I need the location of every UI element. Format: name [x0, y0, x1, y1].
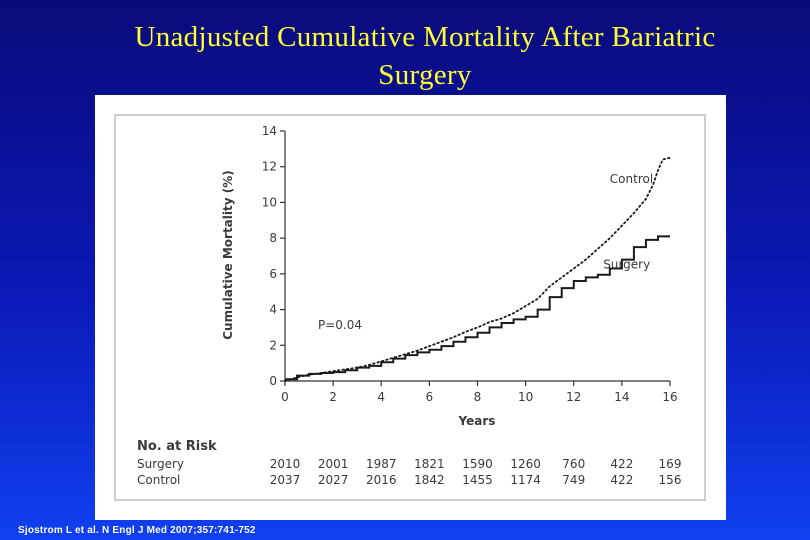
y-tick-label: 4: [269, 303, 277, 317]
slide-title: Unadjusted Cumulative Mortality After Ba…: [40, 18, 810, 94]
y-axis-label: Cumulative Mortality (%): [221, 170, 235, 340]
risk-count: 2037: [270, 473, 301, 487]
risk-count: 2001: [318, 457, 349, 471]
risk-count: 422: [610, 457, 633, 471]
x-tick-label: 6: [426, 390, 434, 404]
risk-count: 2027: [318, 473, 349, 487]
risk-row-label-surgery: Surgery: [137, 457, 184, 471]
x-tick-label: 8: [474, 390, 482, 404]
y-tick-label: 10: [262, 195, 277, 209]
risk-count: 1842: [414, 473, 445, 487]
risk-count: 1590: [462, 457, 493, 471]
y-ticks: 0 2 4 6 8 10 12 14: [262, 124, 285, 388]
risk-count: 169: [659, 457, 682, 471]
risk-count: 749: [562, 473, 585, 487]
risk-count: 2016: [366, 473, 397, 487]
risk-row-label-control: Control: [137, 473, 180, 487]
chart-panel: 0 2 4 6 8 10 12 14 0 2 4 6 8 10 12 14 16 Cumulative Mor…: [95, 95, 726, 520]
series-label-surgery: Surgery: [603, 258, 650, 272]
y-tick-label: 12: [262, 160, 277, 174]
y-tick-label: 8: [269, 231, 277, 245]
x-tick-label: 0: [281, 390, 289, 404]
y-tick-label: 2: [269, 338, 277, 352]
x-tick-label: 2: [329, 390, 337, 404]
slide-title-line-2: Surgery: [378, 59, 472, 91]
risk-count: 1260: [510, 457, 541, 471]
x-tick-label: 12: [566, 390, 581, 404]
risk-table: No. at Risk Surgery 2010 2001 1987 1821 1590 1…: [137, 439, 681, 487]
risk-count: 1455: [462, 473, 493, 487]
series-group: Control Surgery: [284, 156, 671, 382]
series-line-control: [284, 156, 671, 382]
risk-count: 1821: [414, 457, 445, 471]
risk-count: 422: [610, 473, 633, 487]
risk-count: 156: [659, 473, 682, 487]
x-ticks: 0 2 4 6 8 10 12 14 16: [281, 381, 678, 404]
series-label-control: Control: [610, 172, 653, 186]
risk-count: 1987: [366, 457, 397, 471]
risk-count: 760: [562, 457, 585, 471]
p-value-annotation: P=0.04: [318, 318, 362, 332]
x-tick-label: 16: [662, 390, 677, 404]
citation: Sjostrom L et al. N Engl J Med 2007;357:…: [18, 525, 256, 536]
x-tick-label: 4: [377, 390, 385, 404]
y-tick-label: 14: [262, 124, 277, 138]
risk-count: 2010: [270, 457, 301, 471]
risk-table-header: No. at Risk: [137, 439, 217, 454]
series-line-surgery: [285, 235, 670, 381]
y-tick-label: 6: [269, 267, 277, 281]
slide-title-line-1: Unadjusted Cumulative Mortality After Ba…: [134, 21, 716, 53]
x-axis-label: Years: [458, 414, 496, 428]
y-tick-label: 0: [269, 374, 277, 388]
x-tick-label: 10: [518, 390, 533, 404]
chart-frame: [114, 114, 706, 501]
x-tick-label: 14: [614, 390, 629, 404]
mortality-chart: 0 2 4 6 8 10 12 14 0 2 4 6 8 10 12 14 16 Cumulative Mor…: [114, 114, 706, 501]
risk-count: 1174: [510, 473, 541, 487]
